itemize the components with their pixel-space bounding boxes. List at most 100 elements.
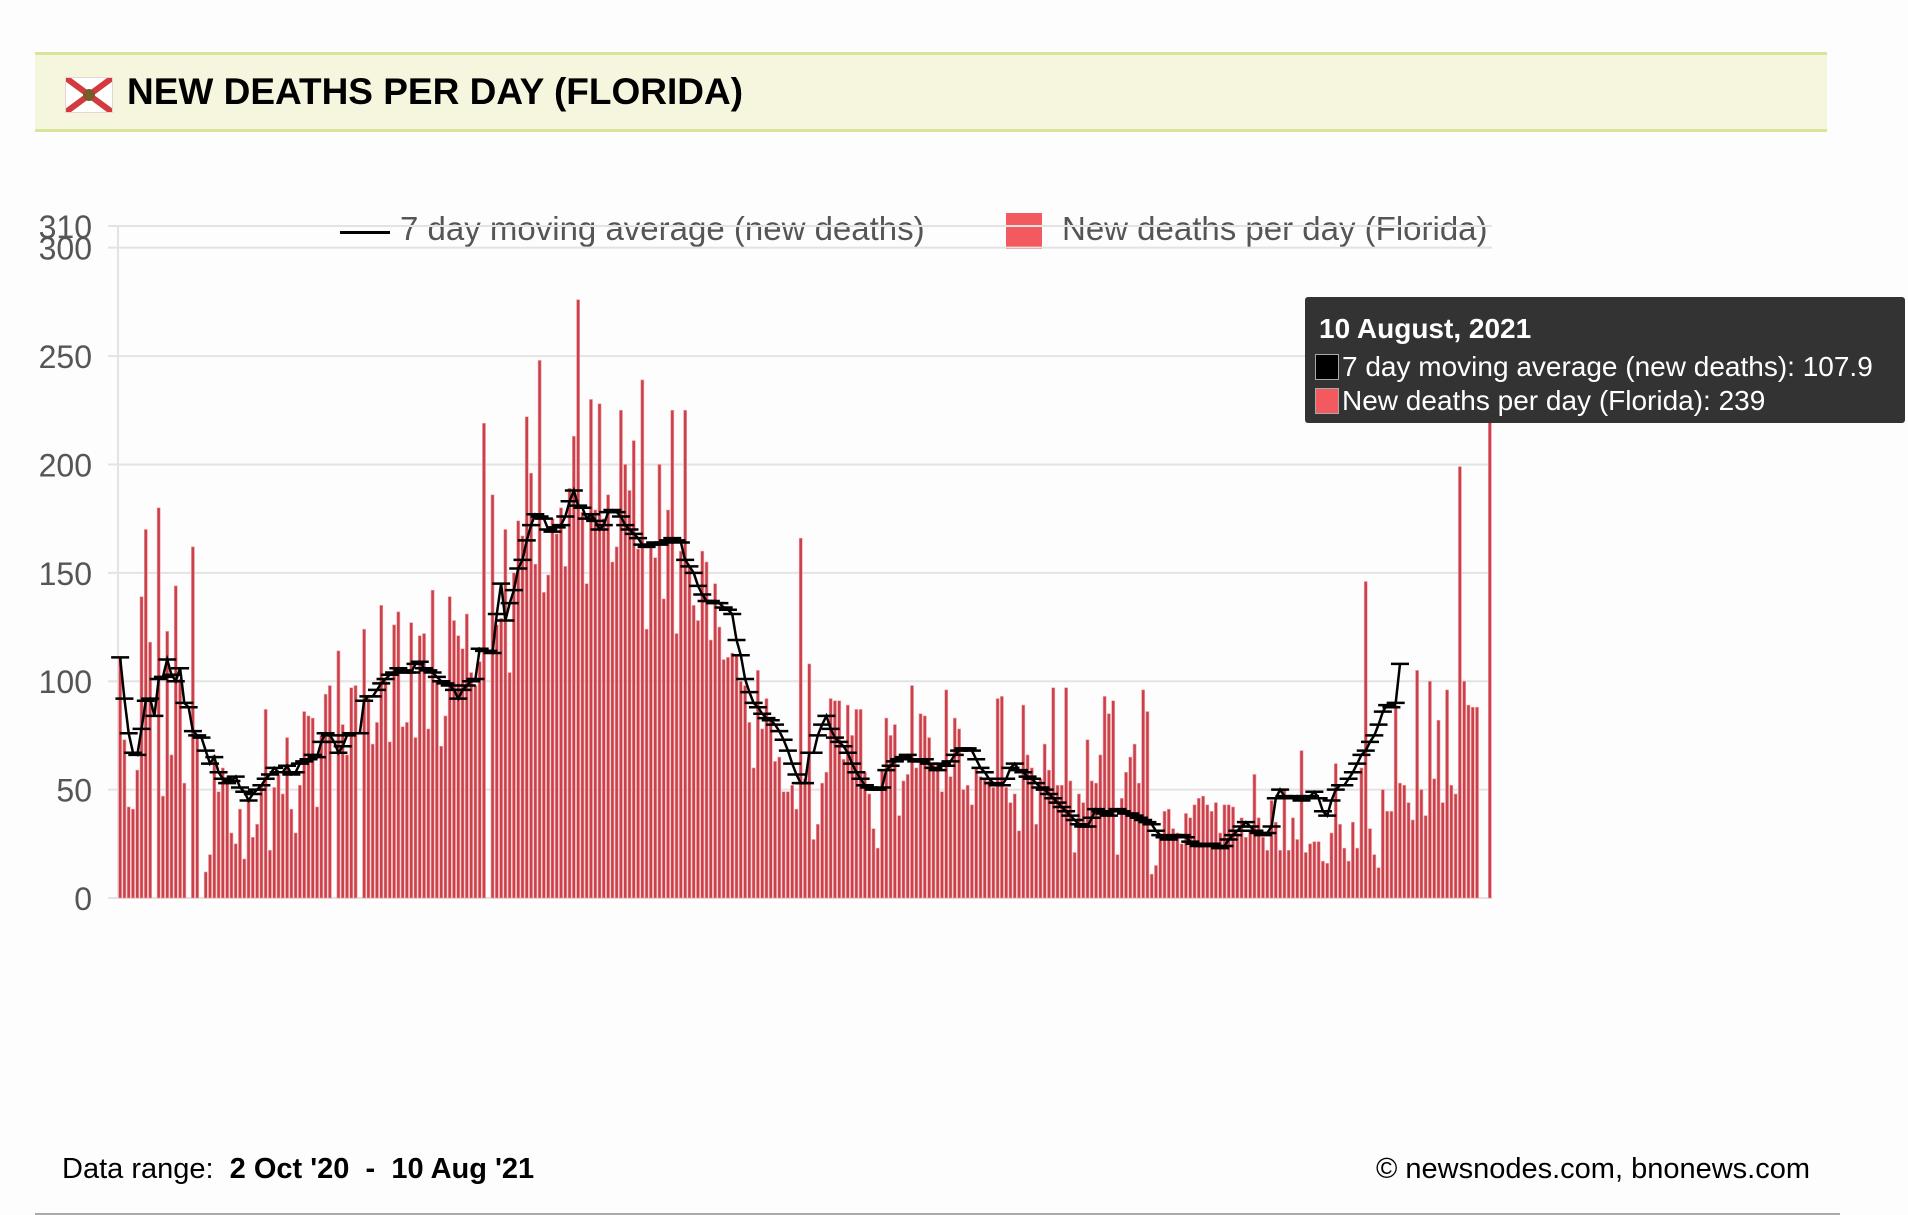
bar [1025,754,1030,899]
bar [1398,782,1402,899]
bar [918,713,923,899]
bar [1462,680,1467,899]
bar [512,572,516,899]
bar [781,791,786,899]
bar [961,789,966,899]
bar [935,763,940,899]
bar [1265,850,1270,899]
bar [670,409,675,899]
bar [477,661,482,899]
bar [503,529,508,899]
bar [948,776,953,899]
tooltip: 10 August, 2021 7 day moving average (ne… [1305,297,1905,423]
bar [1428,680,1432,899]
bar [606,494,610,899]
bar [1321,860,1325,899]
bar [1107,713,1111,899]
bar [1081,802,1086,899]
bar [126,806,131,899]
bar [387,741,392,899]
bar [1244,837,1248,899]
bar [683,409,687,899]
bar [1406,802,1411,899]
bar [576,299,580,899]
bar [1351,821,1355,899]
bar [1372,854,1377,899]
bar [259,784,264,899]
bar [242,858,247,899]
bar [1149,873,1154,899]
bar [1475,706,1479,899]
bar [375,722,379,899]
bar [828,698,833,899]
bar [542,592,546,899]
credit[interactable]: © newsnodes.com, bnonews.com [1375,1153,1810,1185]
bar [747,722,752,899]
bar [1158,837,1163,899]
data-range-end: 10 Aug '21 [391,1153,535,1185]
bar [1166,808,1171,899]
chart-title: NEW DEATHS PER DAY (FLORIDA) [127,71,744,112]
bar [1098,754,1103,899]
bar [580,511,585,899]
bar [1363,581,1368,899]
legend: 7 day moving average (new deaths) New de… [0,210,1908,250]
bar [435,680,439,899]
bar [263,709,268,899]
bar [1376,867,1381,899]
bar [452,620,456,899]
bar [221,767,225,899]
bar [135,769,140,899]
bar [893,724,897,899]
bar [897,815,902,899]
bar [1303,852,1308,899]
chart-header: NEW DEATHS PER DAY (FLORIDA) [35,52,1827,132]
legend-line-icon [340,231,390,234]
bar [657,464,662,899]
bar [871,828,876,899]
bar [1346,860,1351,899]
bar [786,791,790,899]
bar [661,598,666,899]
bar [349,687,354,899]
bar [417,635,422,899]
bar [965,784,970,899]
bar [1445,689,1449,899]
bar [1329,832,1334,899]
bar [1218,832,1223,899]
bar [640,379,645,899]
bar [1175,832,1180,899]
bar [743,685,747,899]
bar [807,663,812,899]
bar [1064,687,1068,899]
bar [914,767,919,899]
data-range-label: Data range: [62,1153,214,1185]
bar [824,771,829,899]
bar [1192,804,1197,899]
bar [533,563,538,899]
bar [1393,704,1398,899]
bar [584,583,589,899]
bar [1111,700,1116,899]
bar [760,728,765,899]
bar [203,871,208,899]
bar [1338,823,1342,899]
bar [597,403,602,899]
bar [1466,704,1471,899]
bar [233,843,238,899]
bar [353,685,358,899]
bar [1214,802,1218,899]
bar [631,440,636,899]
bar [987,780,991,899]
bar [696,620,700,899]
bar [392,624,396,899]
bar [858,709,863,899]
bar [529,472,533,899]
tooltip-row-label: 7 day moving average (new deaths): 107.9 [1342,351,1873,382]
bar [704,561,709,899]
tooltip-date: 10 August, 2021 [1319,313,1532,344]
bar [268,850,272,899]
bar [1381,789,1385,899]
bar [456,635,461,899]
